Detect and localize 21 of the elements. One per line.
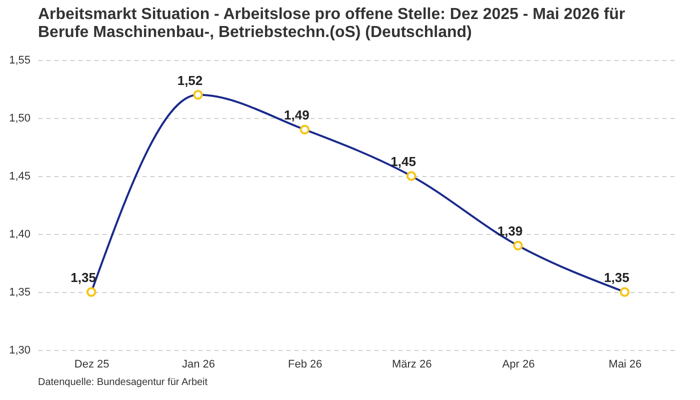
x-tick-label: Feb 26: [288, 358, 322, 370]
y-tick-label: 1,50: [9, 112, 30, 124]
data-label: 1,45: [390, 154, 416, 169]
text: Datenquelle: Bundesagentur für Arbeit: [38, 377, 208, 388]
data-label: 1,39: [497, 224, 523, 239]
data-label: 1,49: [284, 108, 310, 123]
y-tick-label: 1,40: [9, 228, 30, 240]
x-tick-label: Dez 25: [74, 358, 110, 370]
y-tick-label: 1,35: [9, 286, 30, 298]
text: Berufe Maschinenbau-, Betriebstechn.(oS) (Deutschland): [38, 24, 472, 41]
data-label: 1,35: [604, 270, 630, 285]
data-label: 1,35: [70, 270, 96, 285]
y-tick-label: 1,30: [9, 344, 30, 356]
data-label: 1,52: [177, 72, 203, 88]
y-tick-label: 1,55: [9, 54, 30, 66]
text: Arbeitsmarkt Situation - Arbeitslose pro offene Stelle: Dez 2025 - Mai 2026 für: [38, 6, 626, 23]
x-tick-label: Apr 26: [502, 358, 535, 370]
x-tick-label: Mai 26: [608, 358, 642, 370]
y-tick-label: 1,45: [9, 170, 30, 182]
x-tick-label: März 26: [392, 358, 432, 370]
x-tick-label: Jan 26: [182, 358, 216, 370]
